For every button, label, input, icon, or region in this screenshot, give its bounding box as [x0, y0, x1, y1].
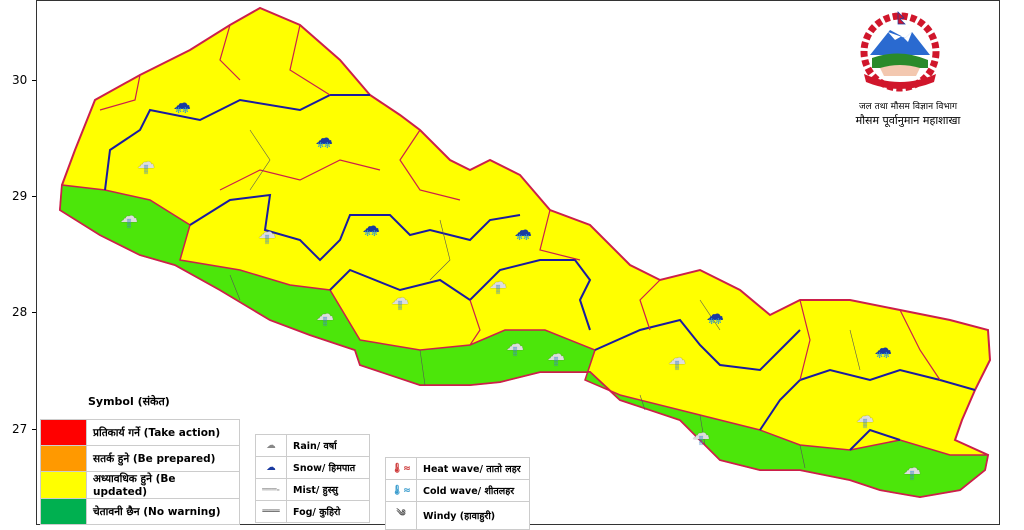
- warning-area-no-warning: [59, 184, 989, 498]
- rain-icon: ☁ ⸽⸽: [137, 152, 155, 174]
- lat-tick-30: 30: [12, 73, 28, 87]
- rain-icon: ☁ ⸽⸽: [856, 406, 874, 428]
- lat-tick-28: 28: [12, 305, 28, 319]
- rain-icon: ☁ ⸽⸽: [391, 288, 409, 310]
- snow-icon: ☁ ✻✻: [173, 93, 191, 115]
- swatch-yellow: [40, 471, 87, 499]
- snow-icon: ☁: [255, 456, 287, 479]
- snow-icon: ☁ ✻✻: [514, 220, 532, 242]
- swatch-orange: [40, 445, 87, 472]
- legend-level-be-prepared: सतर्क हुने (Be prepared): [40, 445, 240, 472]
- symbol-legend-weather: ☁ Rain/ वर्षा ☁ Snow/ हिमपात ═══- Mist/ हुस…: [255, 434, 370, 523]
- fog-icon: ═══: [255, 500, 287, 523]
- mist-icon: ═══-: [255, 478, 287, 501]
- rain-icon: ☁ ⸽⸽: [489, 272, 507, 294]
- department-name: जल तथा मौसम विज्ञान विभाग: [858, 102, 958, 112]
- legend-title: Symbol (संकेत): [88, 395, 170, 408]
- snow-icon: ☁ ✻✻: [362, 216, 380, 238]
- district-borders: [99, 24, 941, 381]
- snow-icon: ☁ ✻✻: [706, 304, 724, 326]
- province-borders: [104, 94, 976, 451]
- symbol-legend-temperature-wind: 🌡≈ Heat wave/ तातो लहर 🌡≈ Cold wave/ शीतलह…: [385, 457, 530, 530]
- cold-wave-icon: 🌡≈: [385, 479, 417, 502]
- rain-icon: ☁ ⸽⸽: [120, 206, 138, 228]
- legend-level-be-updated: अध्यावधिक हुने (Be updated): [40, 471, 240, 499]
- rain-icon: ☁ ⸽⸽: [506, 334, 524, 356]
- rain-icon: ☁ ⸽⸽: [547, 344, 565, 366]
- rain-icon: ☁ ⸽⸽: [903, 458, 921, 480]
- rain-icon: ☁ ⸽⸽: [692, 423, 710, 445]
- government-emblem-logo: [860, 11, 940, 92]
- heat-wave-icon: 🌡≈: [385, 457, 417, 480]
- legend-level-take-action: प्रतिकार्य गर्ने (Take action): [40, 419, 240, 446]
- local-borders: [229, 129, 861, 469]
- division-name: मौसम पूर्वानुमान महाशाखा: [855, 114, 961, 127]
- snow-icon: ☁ ✻✻: [315, 128, 333, 150]
- warning-level-legend: प्रतिकार्य गर्ने (Take action) सतर्क हुन…: [40, 419, 240, 525]
- snow-icon: ☁ ✻✻: [874, 338, 892, 360]
- lat-tick-29: 29: [12, 189, 28, 203]
- lat-tick-27: 27: [12, 422, 28, 436]
- legend-level-no-warning: चेतावनी छैन (No warning): [40, 498, 240, 525]
- windy-icon: ༄: [385, 501, 417, 530]
- swatch-red: [40, 419, 87, 446]
- swatch-green: [40, 498, 87, 525]
- rain-icon: ☁ ⸽⸽: [258, 222, 276, 244]
- rain-icon: ☁ ⸽⸽: [668, 348, 686, 370]
- rain-icon: ☁: [255, 434, 287, 457]
- rain-icon: ☁ ⸽⸽: [316, 304, 334, 326]
